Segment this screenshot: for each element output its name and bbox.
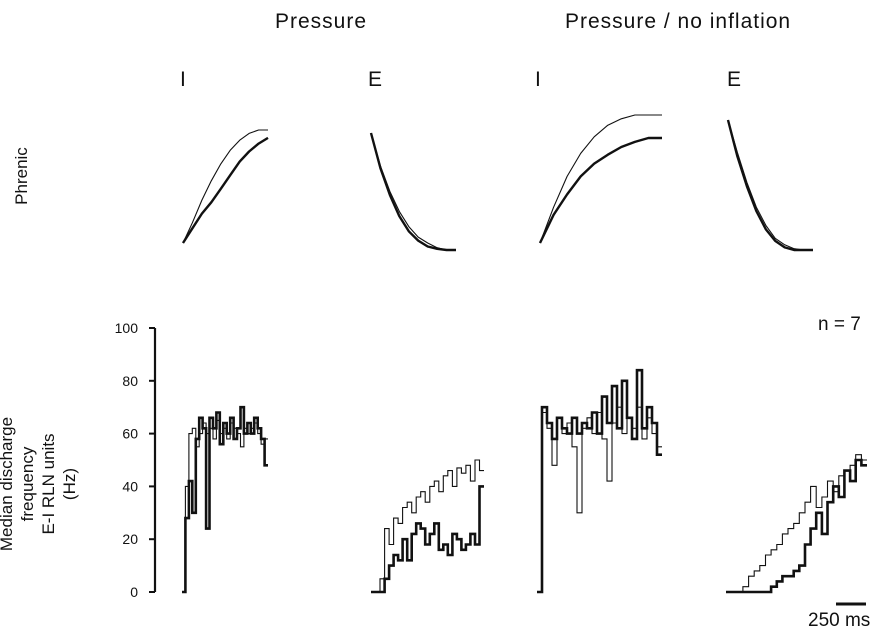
phrenic-trace-2-thick [369, 132, 456, 252]
y-tick-label-20: 20 [122, 531, 138, 547]
phrenic-trace-2-thin [370, 132, 456, 251]
phase-label-pressure-i: I [180, 68, 186, 91]
frequency-trace-1-thick [182, 405, 268, 594]
frequency-trace-2-thin [371, 459, 484, 593]
y-tick-label-0: 0 [130, 584, 138, 600]
phase-label-no-inflation-e: E [727, 68, 742, 91]
phrenic-trace-4-thick [726, 119, 813, 252]
y-tick-label-80: 80 [122, 373, 138, 389]
phrenic-trace-1-thin [182, 129, 268, 244]
n-label: n = 7 [818, 314, 861, 335]
scale-bar-label: 250 ms [808, 610, 871, 631]
phase-label-no-inflation-i: I [535, 68, 541, 91]
phase-label-pressure-e: E [368, 68, 383, 91]
header-pressure: Pressure [275, 10, 368, 33]
phrenic-trace-3-thin [539, 114, 662, 244]
header-pressure-no-inflation: Pressure / no inflation [565, 10, 792, 33]
y-tick-label-40: 40 [122, 478, 138, 494]
frequency-trace-2-thick [371, 485, 484, 594]
frequency-trace-3-thick [537, 368, 662, 594]
phrenic-trace-3-thick [538, 136, 662, 244]
phrenic-trace-1-thick [181, 136, 269, 244]
frequency-trace-4-thick [726, 458, 867, 594]
y-tick-label-100: 100 [115, 320, 139, 336]
y-tick-label-60: 60 [122, 426, 138, 442]
phrenic-trace-4-thin [727, 119, 813, 251]
